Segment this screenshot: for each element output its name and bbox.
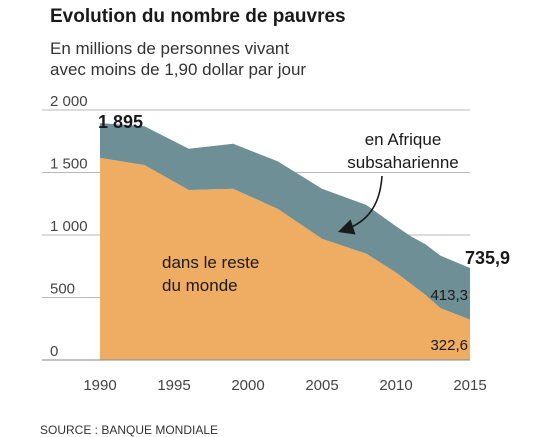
area-rest-of-world (100, 157, 470, 360)
area-sub-saharan-africa (100, 123, 470, 320)
africa-label-line-2: subsaharienne (347, 153, 459, 172)
x-tick-label-1995: 1995 (157, 377, 190, 394)
subtitle-line-2: avec moins de 1,90 dollar par jour (50, 60, 307, 79)
end-africa-label: 413,3 (430, 287, 468, 304)
start-total-label: 1 895 (98, 112, 143, 132)
axes: 0 500 1 000 1 500 2 000 1990 1995 2000 2005 2010 2… (42, 93, 487, 394)
x-tick-label-2000: 2000 (231, 377, 264, 394)
x-tick-label-2015: 2015 (453, 377, 486, 394)
rest-of-world-label-line-2: du monde (162, 276, 238, 295)
annotations: 1 895 735,9 413,3 322,6 dans le reste du mond… (98, 112, 510, 354)
y-tick-label-500: 500 (50, 281, 75, 298)
chart-subtitle: En millions de personnes vivant avec moi… (50, 38, 306, 80)
end-rest-label: 322,6 (430, 337, 468, 354)
end-total-label: 735,9 (465, 248, 510, 268)
y-tick-label-2000: 2 000 (50, 93, 88, 110)
y-tick-label-1000: 1 000 (50, 218, 88, 235)
stacked-areas (100, 123, 470, 360)
africa-pointer-arrow (337, 175, 383, 235)
y-tick-label-1500: 1 500 (50, 156, 88, 173)
y-tick-label-0: 0 (50, 343, 58, 360)
chart-title: Evolution du nombre de pauvres (50, 6, 346, 27)
x-tick-label-2005: 2005 (305, 377, 338, 394)
africa-label-line-1: en Afrique (365, 130, 442, 149)
x-tick-label-2010: 2010 (379, 377, 412, 394)
rest-of-world-label-line-1: dans le reste (162, 253, 259, 272)
x-tick-label-1990: 1990 (83, 377, 116, 394)
subtitle-line-1: En millions de personnes vivant (50, 39, 290, 58)
source-note: SOURCE : BANQUE MONDIALE (40, 423, 219, 437)
